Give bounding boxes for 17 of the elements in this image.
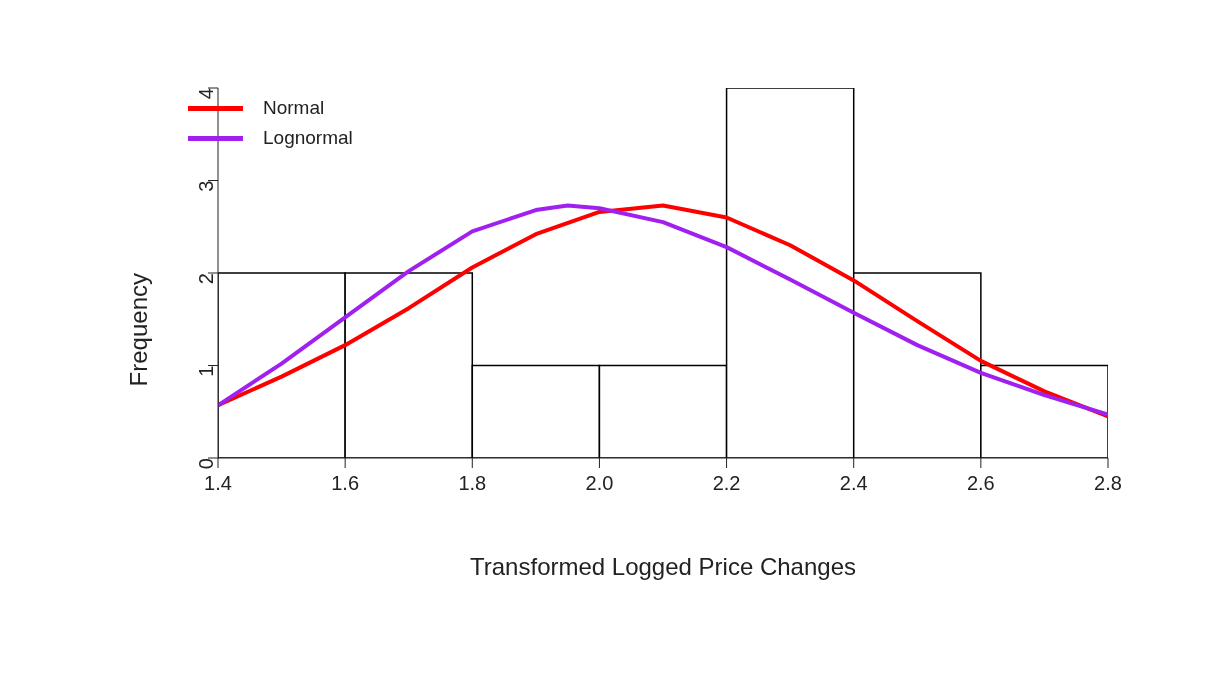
x-tick-label: 2.2 bbox=[712, 472, 741, 495]
legend-label: Lognormal bbox=[263, 127, 353, 149]
x-tick-label: 2.0 bbox=[585, 472, 614, 495]
x-tick-label: 1.8 bbox=[458, 472, 487, 495]
y-tick-label: 3 bbox=[195, 180, 218, 192]
x-tick-label: 2.8 bbox=[1094, 472, 1122, 495]
y-tick-label: 1 bbox=[195, 365, 218, 377]
x-tick-label: 2.4 bbox=[839, 472, 868, 495]
legend-label: Normal bbox=[263, 97, 325, 119]
y-tick-label: 2 bbox=[195, 273, 218, 285]
x-tick-label: 1.4 bbox=[204, 472, 232, 495]
y-tick-label: 0 bbox=[195, 458, 218, 470]
y-axis-title: Frequency bbox=[124, 273, 152, 387]
y-tick-label: 4 bbox=[195, 88, 218, 100]
x-tick-label: 2.6 bbox=[966, 472, 995, 495]
x-axis-title: Transformed Logged Price Changes bbox=[470, 553, 856, 581]
x-tick-label: 1.6 bbox=[331, 472, 360, 495]
